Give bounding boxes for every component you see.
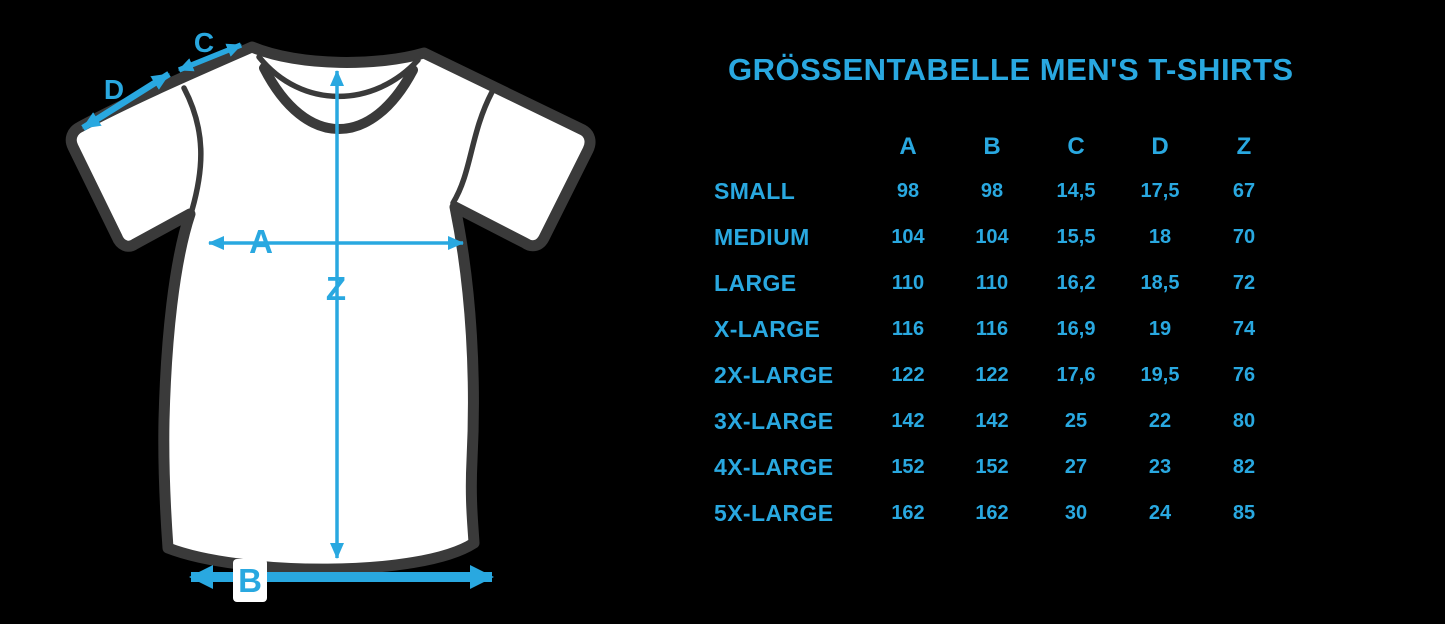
size-table: A B C D Z SMALL 98 98 14,5 17,5 67 MEDIU…: [714, 126, 1286, 536]
size-value-c: 14,5: [1056, 179, 1096, 202]
size-value-d: 19,5: [1140, 363, 1180, 386]
size-row-label: 2X-LARGE: [714, 361, 834, 388]
size-value-a: 116: [891, 317, 925, 340]
size-value-z: 74: [1232, 317, 1256, 340]
size-value-d: 24: [1148, 501, 1172, 524]
size-value-d: 22: [1148, 409, 1172, 432]
size-row-label: 5X-LARGE: [714, 499, 834, 526]
size-value-b: 162: [975, 501, 1009, 524]
column-header: B: [983, 133, 1001, 160]
size-value-d: 23: [1148, 455, 1172, 478]
size-value-c: 17,6: [1056, 363, 1096, 386]
size-value-d: 18,5: [1140, 271, 1180, 294]
b-label-backdrop: [233, 559, 267, 602]
size-row-label: X-LARGE: [714, 315, 821, 342]
size-value-a: 152: [891, 455, 925, 478]
measure-label-b: B: [238, 562, 262, 599]
column-header: C: [1067, 133, 1085, 160]
column-header: A: [899, 133, 917, 160]
size-value-b: 152: [975, 455, 1009, 478]
size-row-label: MEDIUM: [714, 223, 810, 250]
size-value-a: 104: [891, 225, 925, 248]
size-value-z: 82: [1232, 455, 1256, 478]
column-header: D: [1151, 133, 1169, 160]
size-row-label: 3X-LARGE: [714, 407, 834, 434]
size-value-c: 27: [1064, 455, 1088, 478]
size-row-label: LARGE: [714, 269, 797, 296]
size-value-z: 76: [1232, 363, 1256, 386]
size-value-d: 17,5: [1140, 179, 1180, 202]
armhole-seam-right: [450, 89, 495, 206]
size-value-c: 15,5: [1056, 225, 1096, 248]
size-value-b: 98: [980, 179, 1004, 202]
column-header: Z: [1236, 133, 1252, 160]
size-value-b: 110: [975, 271, 1009, 294]
tshirt-diagram: A Z B C D: [65, 27, 596, 602]
measure-arrow-c: [177, 42, 243, 73]
size-value-a: 162: [891, 501, 925, 524]
armhole-seam-left: [181, 85, 204, 213]
measure-label-z: Z: [326, 270, 346, 307]
measure-label-c: C: [194, 27, 214, 58]
measure-label-a: A: [249, 223, 273, 260]
size-value-b: 104: [975, 225, 1009, 248]
size-value-d: 19: [1148, 317, 1172, 340]
size-value-c: 16,9: [1056, 317, 1096, 340]
size-value-b: 116: [975, 317, 1009, 340]
table-corner-spacer: [714, 126, 866, 168]
size-value-a: 110: [891, 271, 925, 294]
size-value-a: 122: [891, 363, 925, 386]
size-value-z: 80: [1232, 409, 1256, 432]
measure-arrow-d: [81, 71, 171, 131]
size-row-label: SMALL: [714, 177, 796, 204]
size-value-z: 70: [1232, 225, 1256, 248]
size-row-label: 4X-LARGE: [714, 453, 834, 480]
size-value-b: 142: [975, 409, 1009, 432]
size-value-z: 67: [1232, 179, 1256, 202]
size-value-d: 18: [1148, 225, 1172, 248]
size-value-z: 85: [1232, 501, 1256, 524]
measure-label-d: D: [104, 74, 124, 105]
page-title: GRÖSSENTABELLE MEN'S T-SHIRTS: [728, 52, 1294, 87]
size-value-b: 122: [975, 363, 1009, 386]
size-value-c: 30: [1064, 501, 1088, 524]
size-value-c: 16,2: [1056, 271, 1096, 294]
size-value-c: 25: [1064, 409, 1088, 432]
size-value-a: 98: [896, 179, 920, 202]
size-value-z: 72: [1232, 271, 1256, 294]
size-value-a: 142: [891, 409, 925, 432]
